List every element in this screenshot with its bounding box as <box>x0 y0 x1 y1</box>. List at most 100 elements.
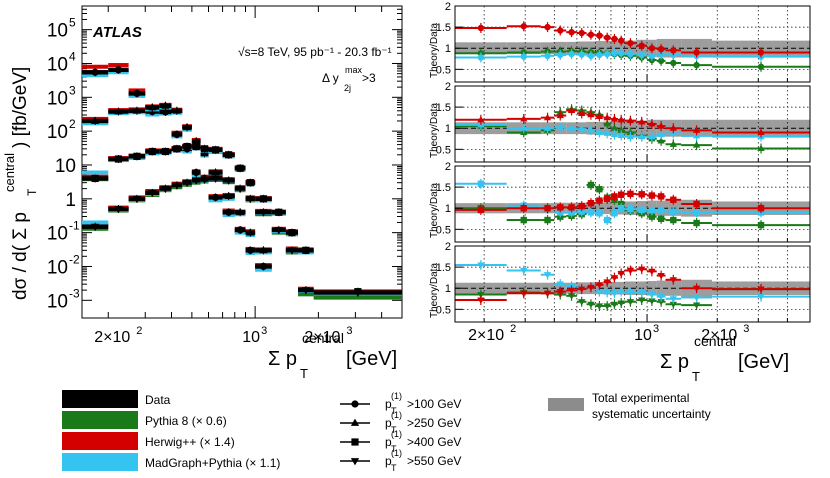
madgraph-ratio-point <box>611 210 618 217</box>
herwig-ratio-point <box>556 289 564 296</box>
madgraph-ratio-point <box>477 180 485 187</box>
herwig-ratio-point <box>693 200 700 208</box>
ratio-y-tick-label: 2 <box>445 1 451 13</box>
madgraph-ratio-point <box>477 262 485 269</box>
madgraph-ratio-point <box>578 208 585 215</box>
ratio-y-axis-label-text: Theory/Data <box>429 23 440 78</box>
herwig-ratio-point <box>587 199 595 207</box>
ratio-y-axis-label-text: Theory/Data <box>429 103 440 158</box>
herwig-ratio-point <box>611 35 618 43</box>
ratio-y-axis-label-text: Theory/Data <box>429 263 440 318</box>
herwig-ratio-point <box>477 24 485 32</box>
ratio-y-tick-label: 2 <box>445 81 451 93</box>
pythia-ratio-point <box>657 137 665 144</box>
pythia-ratio-point <box>692 302 701 309</box>
data-point <box>91 68 99 76</box>
herwig-ratio-point <box>670 47 677 54</box>
herwig-ratio-point <box>648 120 656 127</box>
herwig-ratio-point <box>638 42 645 49</box>
madgraph-ratio-point <box>648 291 656 299</box>
madgraph-ratio-point <box>693 209 700 216</box>
data-point <box>224 191 233 200</box>
ratio-x-axis-label-unit: [GeV] <box>738 351 789 373</box>
ratio-y-axis-label: Theory/Data <box>429 23 440 78</box>
data-point <box>192 168 200 177</box>
ratio-y-axis-label: Theory/Data <box>429 263 440 318</box>
series-2 <box>82 142 402 299</box>
herwig-ratio-point <box>692 126 701 133</box>
ratio-frame <box>454 245 811 323</box>
ratio-x-axis-label-sub: T <box>692 369 700 384</box>
pythia-ratio-point <box>595 303 604 310</box>
herwig-ratio-point <box>627 190 634 198</box>
herwig-ratio-point <box>578 29 585 37</box>
ratio-panel-4: 0.5 1 1.5 2 Theory/Data <box>429 241 811 323</box>
ratio-frame <box>454 165 811 243</box>
data-point <box>148 189 157 198</box>
data-point <box>301 287 310 295</box>
data-point <box>236 164 244 172</box>
series-3 <box>82 174 402 300</box>
data-point <box>302 246 310 254</box>
herwig-ratio-point <box>578 286 586 293</box>
madgraph-ratio-point <box>657 130 665 138</box>
legend-marker-label: p <box>385 454 392 468</box>
uncertainty-band <box>610 281 618 295</box>
madgraph-ratio-point <box>648 207 656 214</box>
data-point <box>114 107 123 115</box>
herwig-ratio-point <box>587 31 595 38</box>
madgraph-ratio-point <box>604 50 611 58</box>
legend-marker-label-sup: (1) <box>391 391 402 401</box>
herwig-ratio-point <box>477 297 485 304</box>
data-point <box>173 130 181 139</box>
pythia-ratio-point <box>648 298 656 305</box>
legend-swatch-herwig <box>62 432 138 450</box>
data-point <box>161 185 170 193</box>
madgraph-ratio-point <box>638 51 645 59</box>
legend-marker-label-value: >100 GeV <box>407 397 461 411</box>
ratio-y-tick-label: 1.5 <box>436 22 451 34</box>
pythia-ratio-point <box>757 144 765 152</box>
ratio-frame <box>454 5 811 83</box>
herwig-ratio-point <box>596 32 603 39</box>
herwig-bin <box>108 63 129 68</box>
y-axis-label-text: dσ / d( Σ p <box>10 212 31 300</box>
data-point <box>259 246 268 254</box>
ratio-x-axis-label: Σ p <box>660 351 689 373</box>
data-point <box>287 247 297 255</box>
ratio-y-tick-label: 1 <box>445 283 451 295</box>
legend-marker-label-value: >250 GeV <box>407 416 461 430</box>
madgraph-ratio-point <box>669 296 678 303</box>
data-point <box>235 207 245 216</box>
madgraph-ratio-point <box>543 272 552 279</box>
data-point <box>259 262 268 271</box>
herwig-ratio-point <box>657 122 665 129</box>
data-point <box>90 116 100 124</box>
madgraph-ratio-point <box>520 53 527 60</box>
data-point <box>211 146 220 154</box>
herwig-ratio-point <box>568 204 575 211</box>
pythia-ratio-point <box>693 219 700 227</box>
herwig-ratio-point <box>568 28 575 36</box>
pythia-ratio-point <box>638 297 646 304</box>
data-point <box>192 142 200 151</box>
madgraph-ratio-point <box>617 131 625 138</box>
ratio-x-tick-exponent: 3 <box>653 323 659 335</box>
ratio-y-tick-label: 1 <box>445 123 451 135</box>
legend-marker-label-sup: (1) <box>391 448 402 458</box>
herwig-ratio-point <box>669 124 678 131</box>
data-point <box>172 106 182 114</box>
herwig-ratio-point <box>587 110 595 118</box>
legend-marker-label: p <box>385 435 392 449</box>
herwig-ratio-point <box>595 282 604 289</box>
legend-marker-label-sub: T <box>391 425 397 435</box>
atlas-label: ATLAS <box>92 24 142 41</box>
cut-label: Δ y <box>322 71 339 85</box>
madgraph-ratio-point <box>604 216 611 224</box>
main-frame <box>81 5 403 319</box>
y-tick-exponent: -3 <box>69 286 80 300</box>
herwig-ratio-point <box>578 109 586 117</box>
x-tick-exponent: 3 <box>261 325 267 337</box>
herwig-ratio-point <box>543 290 552 298</box>
ratio-x-axis-label-sup: central <box>694 333 736 349</box>
